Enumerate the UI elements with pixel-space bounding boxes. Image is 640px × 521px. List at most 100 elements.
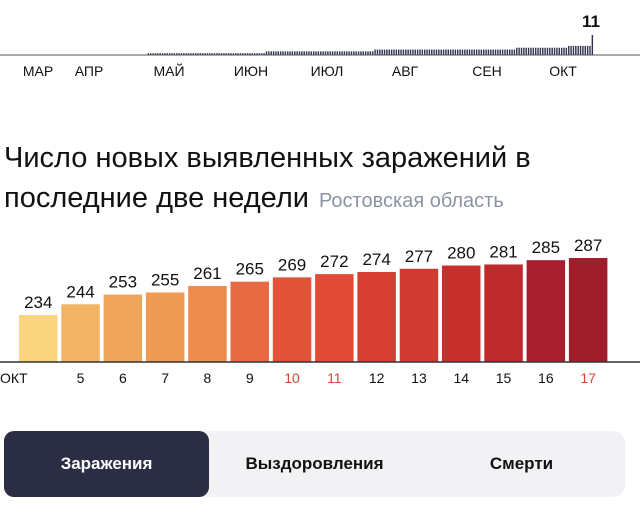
mini-bar — [579, 45, 582, 55]
mini-bar — [284, 51, 287, 55]
mini-bar — [362, 51, 364, 55]
chart-heading: Число новых выявленных заражений в после… — [4, 138, 634, 221]
mini-bar — [265, 51, 268, 55]
mini-bar — [209, 53, 211, 55]
mini-bar — [398, 49, 400, 55]
mini-bar — [546, 47, 549, 55]
mini-bar — [301, 51, 303, 55]
mini-bar — [279, 51, 282, 55]
mini-bar — [327, 51, 329, 55]
x-tick-label: 7 — [161, 370, 169, 386]
bar-value-label: 234 — [24, 293, 52, 312]
mini-bar — [270, 51, 272, 55]
x-tick-label: ОКТ — [0, 370, 28, 386]
mini-bar — [518, 47, 520, 55]
mini-bar — [575, 45, 577, 55]
tab-recoveries[interactable]: Выздоровления — [245, 454, 384, 473]
bar-value-label: 285 — [532, 238, 560, 257]
mini-bar — [544, 47, 546, 55]
mini-bar — [171, 53, 173, 55]
bar — [315, 274, 354, 362]
mini-bar — [374, 49, 376, 55]
mini-bar — [152, 53, 154, 55]
bar — [272, 277, 312, 362]
mini-bar — [166, 53, 168, 55]
mini-bar — [367, 51, 369, 55]
mini-bar — [537, 47, 539, 55]
mini-bar — [381, 49, 383, 55]
tab-deaths[interactable]: Смерти — [489, 454, 554, 473]
mini-bar — [523, 47, 525, 55]
mini-bar — [225, 53, 228, 55]
mini-bar — [586, 45, 589, 55]
bar-value-label: 244 — [66, 282, 94, 301]
mini-bar — [471, 49, 473, 55]
mini-bar — [303, 51, 305, 55]
mini-bar — [395, 49, 398, 55]
mini-timeline-chart: МАР АПР МАЙ ИЮН ИЮЛ АВГ СЕН ОКТ 11 — [0, 12, 640, 79]
mini-bar — [246, 53, 249, 55]
mini-bar — [369, 51, 372, 55]
mini-bar — [539, 47, 542, 55]
x-tick-label: 5 — [77, 370, 85, 386]
mini-bar — [449, 49, 452, 55]
mini-bar — [475, 49, 478, 55]
mini-bar — [405, 49, 407, 55]
mini-bar — [353, 51, 355, 55]
mini-bar — [445, 49, 447, 55]
mini-bar — [232, 53, 235, 55]
bar — [61, 304, 100, 362]
bar — [19, 315, 58, 362]
mini-bar — [176, 53, 178, 55]
mini-bar — [520, 47, 523, 55]
mini-bar — [308, 51, 310, 55]
mini-bar — [227, 53, 230, 55]
mini-bar — [416, 49, 419, 55]
mini-bar — [282, 51, 284, 55]
mini-bar — [258, 53, 261, 55]
mini-bar — [159, 53, 161, 55]
mini-bar — [253, 53, 256, 55]
mini-bar — [154, 53, 157, 55]
mini-bar — [376, 49, 379, 55]
mini-bar — [256, 53, 258, 55]
mini-bar — [287, 51, 289, 55]
mini-bar — [216, 53, 218, 55]
mini-bar — [237, 53, 239, 55]
mini-bar — [192, 53, 194, 55]
mini-bar — [426, 49, 428, 55]
mini-bar — [324, 51, 327, 55]
mini-bar — [161, 53, 164, 55]
x-tick-label: 13 — [411, 370, 427, 386]
mini-bar — [218, 53, 220, 55]
mini-bar — [261, 53, 263, 55]
mini-bar — [190, 53, 192, 55]
mini-bar — [568, 45, 570, 55]
month-label: МАЙ — [153, 62, 184, 79]
mini-bar — [372, 51, 374, 55]
mini-bar — [454, 49, 457, 55]
month-label: МАР — [23, 63, 53, 79]
mini-bar — [513, 49, 516, 55]
mini-bar — [400, 49, 402, 55]
mini-bar — [194, 53, 197, 55]
peak-value-label: 11 — [582, 12, 600, 31]
mini-bar — [312, 51, 315, 55]
bar — [399, 268, 439, 362]
month-label: СЕН — [472, 63, 502, 79]
bar — [145, 292, 185, 362]
mini-bar — [577, 45, 579, 55]
bar-value-label: 265 — [236, 260, 264, 279]
tab-infections[interactable]: Заражения — [4, 431, 209, 497]
mini-bar — [452, 49, 454, 55]
bar — [357, 271, 396, 362]
bar — [103, 294, 143, 362]
mini-bar — [251, 53, 254, 55]
mini-bar — [343, 51, 346, 55]
mini-bar — [168, 53, 171, 55]
mini-bar — [584, 45, 586, 55]
mini-bar — [289, 51, 291, 55]
mini-bar — [147, 53, 150, 55]
mini-bar — [457, 49, 459, 55]
mini-bar — [499, 49, 501, 55]
